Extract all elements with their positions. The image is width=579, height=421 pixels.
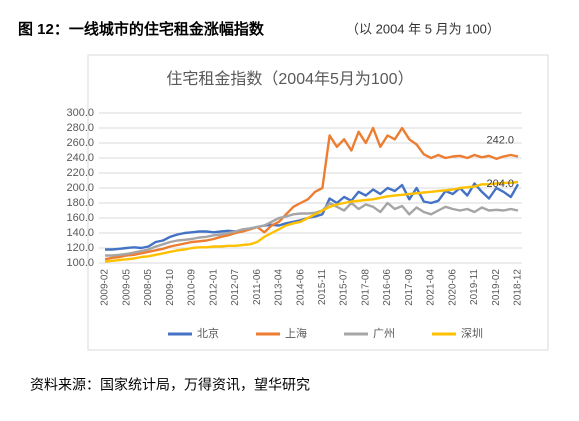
chart-title: 住宅租金指数（2004年5月为100） [166, 70, 413, 88]
y-tick-label: 280.0 [66, 122, 94, 134]
x-tick-label: 2008-05 [143, 269, 154, 306]
x-tick-label: 2011-06 [252, 269, 263, 305]
y-tick-label: 120.0 [66, 242, 94, 254]
legend-label: 深圳 [461, 327, 483, 340]
x-tick-label: 2015-11 [317, 269, 328, 305]
x-tick-label: 2012-07 [230, 269, 241, 306]
x-tick-label: 2017-09 [404, 269, 415, 306]
y-tick-label: 180.0 [66, 197, 94, 209]
y-tick-label: 260.0 [66, 137, 94, 149]
x-tick-label: 2019-11 [469, 269, 480, 305]
x-tick-label: 2013-04 [274, 269, 285, 306]
y-tick-label: 100.0 [66, 257, 94, 269]
y-tick-label: 220.0 [66, 167, 94, 179]
series-line [104, 180, 519, 263]
x-tick-label: 2009-05 [121, 269, 132, 306]
x-tick-label: 2009-02 [100, 269, 111, 306]
x-tick-label: 2019-02 [491, 269, 502, 306]
x-tick-label: 2016-06 [382, 269, 393, 306]
legend-label: 上海 [285, 326, 307, 340]
x-tick-label: 2009-10 [165, 269, 176, 306]
series-line [105, 201, 519, 257]
x-tick-label: 2015-07 [339, 269, 350, 306]
figure-note: （以 2004 年 5 月为 100） [346, 21, 500, 36]
legend-label: 北京 [197, 326, 219, 340]
x-tick-label: 2010-09 [187, 269, 198, 306]
annotation: 242.0 [486, 134, 514, 146]
y-tick-label: 140.0 [66, 227, 94, 239]
y-tick-label: 200.0 [66, 182, 94, 194]
y-tick-label: 300.0 [66, 107, 94, 119]
x-tick-label: 2020-06 [447, 269, 458, 306]
x-tick-label: 2018-12 [513, 269, 524, 306]
x-tick-label: 2021-04 [426, 269, 437, 306]
y-tick-label: 240.0 [66, 152, 94, 164]
legend-label: 广州 [373, 327, 395, 340]
x-tick-label: 2014-06 [295, 269, 306, 306]
figure-title: 图 12：一线城市的住宅租金涨幅指数 [18, 20, 265, 38]
annotation: 204.0 [486, 178, 514, 190]
source-note: 资料来源：国家统计局，万得资讯，望华研究 [30, 377, 310, 393]
y-tick-label: 160.0 [66, 212, 94, 224]
series-line [104, 126, 519, 261]
x-tick-label: 2017-08 [360, 269, 371, 306]
x-tick-label: 2012-01 [208, 269, 219, 306]
